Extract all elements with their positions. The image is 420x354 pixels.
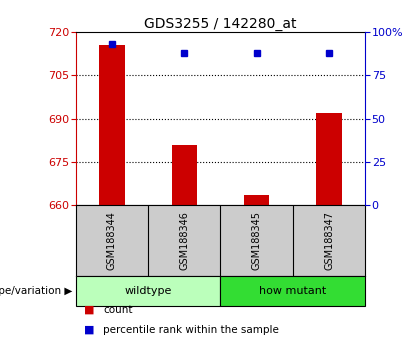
Bar [76,276,220,306]
Text: GSM188345: GSM188345 [252,211,262,270]
Bar [99,45,124,205]
Bar [172,144,197,205]
Bar [244,195,269,205]
Text: GSM188346: GSM188346 [179,211,189,270]
Text: percentile rank within the sample: percentile rank within the sample [103,325,279,335]
Title: GDS3255 / 142280_at: GDS3255 / 142280_at [144,17,297,31]
Text: GSM188347: GSM188347 [324,211,334,270]
Text: genotype/variation ▶: genotype/variation ▶ [0,286,72,296]
Text: wildtype: wildtype [124,286,172,296]
Text: ■: ■ [84,305,94,315]
Bar [220,276,365,306]
Text: GSM188344: GSM188344 [107,211,117,270]
Text: ■: ■ [84,325,94,335]
Text: count: count [103,305,132,315]
Text: how mutant: how mutant [259,286,327,296]
Bar [317,113,342,205]
